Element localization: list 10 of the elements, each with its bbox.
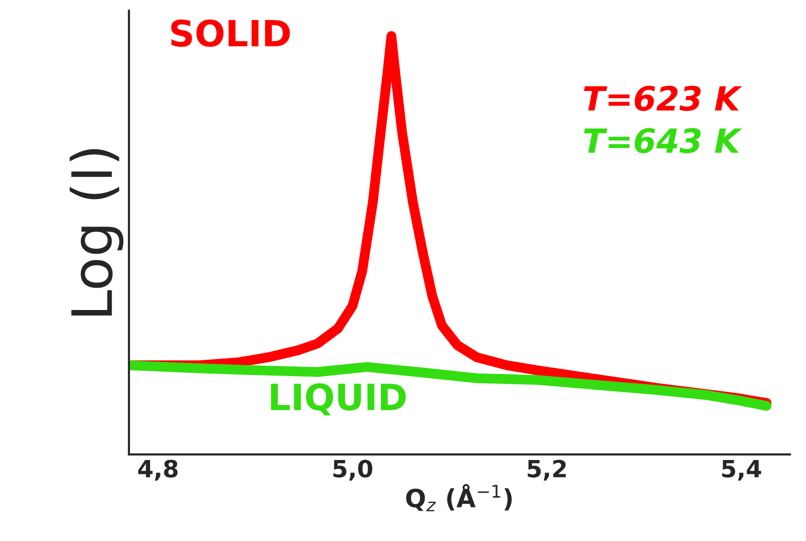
x-axis-title: Q$_{z}$ (Å$^{−1}$) [406,484,512,512]
x-tick-label: 5,0 [333,460,372,481]
text: T=643 K [584,128,742,154]
text: T=623 K [584,86,742,112]
annotation: SOLID [171,20,290,47]
y-axis-title: Log (I) [70,149,124,316]
annotation: LIQUID [271,383,406,416]
x-tick-label: 5,2 [528,460,566,481]
x-tick-label: 4,8 [138,460,178,481]
x-tick-label: 5,4 [722,460,762,481]
